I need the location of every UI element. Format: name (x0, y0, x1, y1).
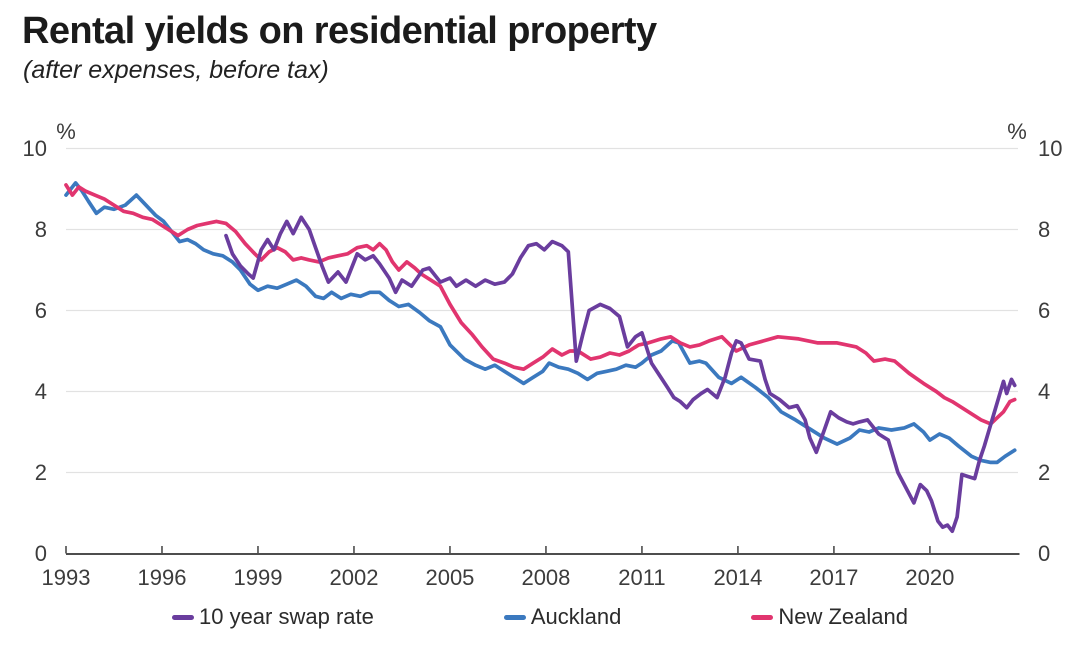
series-line-auckland (64, 181, 1017, 465)
x-tick-label: 2017 (809, 565, 859, 590)
y-tick-label-right: 4 (1038, 378, 1051, 404)
x-tick-label: 2008 (521, 565, 571, 590)
x-tick-label: 2014 (713, 565, 763, 590)
x-tick-label: 1993 (41, 565, 91, 590)
legend-label: New Zealand (778, 604, 909, 629)
y-tick-label-left: 8 (34, 216, 47, 242)
legend-item-10-year-swap-rate: 10 year swap rate (171, 604, 374, 630)
y-tick-label-right: 2 (1038, 459, 1051, 485)
y-tick-label-right: 10 (1038, 135, 1063, 161)
series-line-10-year-swap-rate (224, 215, 1017, 534)
percent-unit-label-right: % (1007, 119, 1027, 144)
y-tick-label-right: 0 (1038, 540, 1051, 566)
legend-swatch (751, 614, 774, 620)
legend-item-new-zealand: New Zealand (751, 604, 908, 630)
page-subtitle: (after expenses, before tax) (23, 56, 329, 84)
chart-header: Rental yields on residential property (a… (22, 8, 657, 85)
x-tick-label: 2005 (425, 565, 475, 590)
y-tick-label-left: 10 (22, 135, 47, 161)
gridlines-group (66, 147, 1018, 474)
chart-legend: 10 year swap rate Auckland New Zealand (0, 604, 1080, 630)
y-tick-label-left: 2 (34, 459, 47, 485)
percent-unit-label-left: % (56, 119, 76, 144)
series-line-new-zealand (64, 183, 1017, 426)
legend-label: Auckland (530, 604, 622, 629)
legend-label: 10 year swap rate (198, 604, 374, 629)
y-tick-label-left: 0 (34, 540, 47, 566)
x-tick-label: 2002 (329, 565, 379, 590)
y-tick-label-left: 4 (34, 378, 47, 404)
legend-swatch (503, 614, 526, 620)
y-tick-label-right: 8 (1038, 216, 1051, 242)
x-tick-label: 2011 (618, 565, 666, 590)
legend-item-auckland: Auckland (503, 604, 622, 630)
y-tick-label-left: 6 (34, 297, 47, 323)
x-tick-label: 1999 (233, 565, 283, 590)
page-title: Rental yields on residential property (22, 10, 657, 52)
x-axis (65, 546, 1020, 555)
legend-swatch (171, 614, 194, 620)
x-tick-label: 2020 (905, 565, 955, 590)
y-tick-label-right: 6 (1038, 297, 1051, 323)
x-tick-label: 1996 (137, 565, 187, 590)
